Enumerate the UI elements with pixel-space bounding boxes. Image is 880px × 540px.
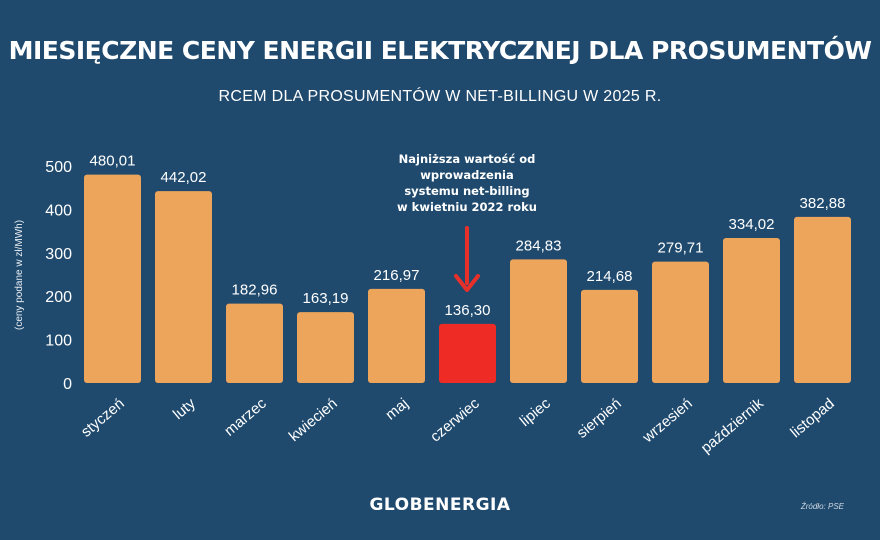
source-note: Źródło: PSE: [800, 502, 844, 511]
y-tick-label: 0: [63, 376, 72, 393]
bar: [723, 238, 780, 383]
y-tick-label: 300: [45, 246, 72, 263]
bar: [84, 174, 141, 383]
chart-subtitle: RCEM DLA PROSUMENTÓW W NET-BILLINGU W 20…: [218, 88, 662, 105]
x-tick-label: czerwiec: [427, 395, 483, 446]
annotation-text: Najniższa wartość od: [399, 152, 536, 166]
bar: [794, 216, 851, 383]
x-tick-label: maj: [382, 395, 411, 424]
bar: [652, 261, 709, 383]
y-tick-label: 500: [45, 159, 72, 176]
data-label: 442,02: [161, 169, 207, 186]
x-tick-label: styczeń: [78, 395, 128, 441]
brand-logo: GLOBENERGIA: [369, 495, 511, 515]
y-tick-label: 100: [45, 333, 72, 350]
data-label: 214,68: [587, 268, 633, 285]
bar: [155, 191, 212, 383]
x-tick-label: sierpień: [574, 395, 625, 442]
bar: [581, 289, 638, 383]
data-label: 480,01: [90, 153, 136, 170]
arrow-head-icon: [454, 274, 480, 292]
data-label: 163,19: [303, 290, 349, 307]
data-label: 136,30: [445, 302, 491, 319]
x-tick-label: luty: [170, 395, 199, 423]
data-label: 382,88: [800, 195, 846, 212]
y-axis-label: (ceny podane w zł/MWh): [14, 220, 25, 330]
bar: [297, 312, 354, 383]
annotation-text: w kwietniu 2022 roku: [397, 200, 537, 214]
data-label: 182,96: [232, 282, 278, 299]
data-label: 334,02: [729, 216, 775, 233]
y-tick-label: 400: [45, 202, 72, 219]
bar: [226, 303, 283, 383]
data-label: 216,97: [374, 267, 420, 284]
bar: [368, 288, 425, 383]
data-label: 279,71: [658, 240, 704, 257]
annotation-text: systemu net-billing: [404, 184, 529, 198]
x-tick-label: listopad: [787, 395, 838, 441]
x-tick-label: marzec: [221, 395, 270, 440]
bar-highlight: [439, 323, 496, 383]
annotation-text: wprowadzenia: [420, 168, 513, 182]
bar: [510, 259, 567, 383]
chart-title: MIESIĘCZNE CENY ENERGII ELEKTRYCZNEJ DLA…: [8, 36, 872, 65]
x-tick-label: kwiecień: [286, 395, 341, 445]
x-tick-label: wrzesień: [639, 395, 696, 447]
y-tick-label: 200: [45, 289, 72, 306]
x-tick-label: październik: [698, 395, 767, 457]
data-label: 284,83: [516, 237, 562, 254]
x-tick-label: lipiec: [517, 395, 554, 430]
